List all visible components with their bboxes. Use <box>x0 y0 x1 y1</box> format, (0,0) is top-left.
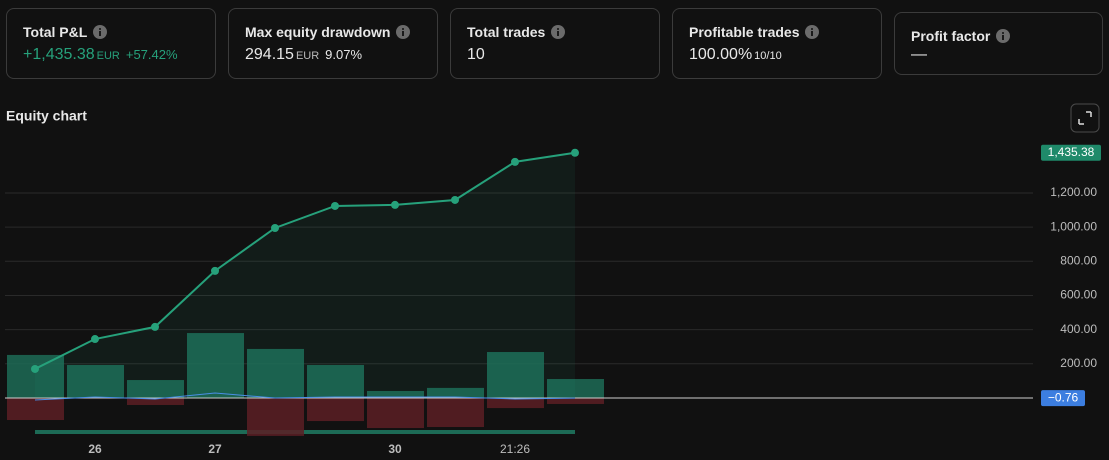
x-tick-label: 26 <box>88 442 102 456</box>
equity-point <box>91 335 99 344</box>
stat-change: 9.07% <box>325 47 363 62</box>
stat-value-row: 10 <box>467 46 643 64</box>
stat-label: Total trades <box>467 24 546 40</box>
stat-card: Profitable trades 100.00% 10/10 <box>672 8 882 79</box>
runup-bar <box>187 333 244 398</box>
runup-bar <box>427 387 484 398</box>
stat-value: 294.15 <box>245 46 294 63</box>
stat-label-row: Profit factor <box>911 28 1086 44</box>
runup-bar <box>307 365 364 398</box>
stat-label-row: Total P&L <box>23 24 199 40</box>
stat-unit: EUR <box>96 50 120 62</box>
stat-label-row: Total trades <box>467 24 643 40</box>
stat-value-row: 294.15 EUR 9.07% <box>245 46 421 64</box>
stat-value-row: — <box>911 46 1086 64</box>
runup-bar <box>127 380 184 398</box>
y-tick-label: 600.00 <box>1060 288 1097 302</box>
info-icon[interactable] <box>996 29 1011 43</box>
equity-point <box>331 201 339 210</box>
stat-label: Total P&L <box>23 24 88 40</box>
y-tick-label: 200.00 <box>1060 356 1097 370</box>
runup-bar <box>487 352 544 398</box>
drawdown-bar <box>7 397 64 421</box>
stat-label: Max equity drawdown <box>245 24 391 40</box>
equity-point <box>151 322 159 331</box>
stat-change: 10/10 <box>754 50 782 62</box>
stat-label: Profitable trades <box>689 24 800 40</box>
runup-bar <box>247 348 304 398</box>
info-icon[interactable] <box>93 25 108 39</box>
drawdown-bar <box>427 397 484 428</box>
y-tick-label: 800.00 <box>1060 253 1097 267</box>
x-tick-label: 30 <box>388 442 402 456</box>
stat-unit: EUR <box>295 50 320 62</box>
stat-card: Max equity drawdown 294.15 EUR 9.07% <box>228 8 438 79</box>
equity-point <box>451 195 459 204</box>
scrollbar[interactable] <box>35 430 575 434</box>
stat-label-row: Max equity drawdown <box>245 24 421 40</box>
x-tick-label: 27 <box>208 442 222 456</box>
stat-value-row: 100.00% 10/10 <box>689 46 865 64</box>
x-tick-label: 21:26 <box>500 442 530 456</box>
runup-bar <box>67 365 124 398</box>
runup-bar <box>7 354 64 398</box>
equity-point <box>211 266 219 275</box>
stat-label: Profit factor <box>911 28 991 44</box>
last-value-tag <box>1041 144 1101 161</box>
equity-point <box>271 223 279 232</box>
stat-card: Total trades 10 <box>450 8 660 79</box>
equity-point <box>391 200 399 209</box>
stat-value: — <box>911 46 927 63</box>
equity-point <box>511 157 519 166</box>
equity-point <box>31 364 39 373</box>
expand-button[interactable] <box>1070 103 1100 133</box>
drawdown-bar <box>487 397 544 409</box>
stat-value-row: +1,435.38 EUR +57.42% <box>23 46 199 64</box>
stat-card: Total P&L +1,435.38 EUR +57.42% <box>6 8 216 79</box>
runup-bar <box>367 390 424 398</box>
last-value-label: −0.76 <box>1048 390 1079 404</box>
drawdown-bar <box>307 397 364 422</box>
stat-value: 10 <box>467 46 485 63</box>
y-tick-label: 1,200.00 <box>1050 185 1097 199</box>
info-icon[interactable] <box>396 25 411 39</box>
equity-area <box>35 152 575 398</box>
chart-title: Equity chart <box>6 108 87 124</box>
last-value-label: 1,435.38 <box>1048 145 1095 159</box>
drawdown-bar <box>247 397 304 436</box>
drawdown-bar <box>367 397 424 429</box>
stat-change: +57.42% <box>125 47 178 62</box>
equity-point <box>571 148 579 157</box>
stat-value: +1,435.38 <box>23 46 95 63</box>
last-value-tag <box>1041 390 1085 407</box>
drawdown-bar <box>547 397 604 404</box>
stat-card: Profit factor — <box>894 12 1103 75</box>
series-line <box>34 392 576 401</box>
y-tick-label: 400.00 <box>1060 322 1097 336</box>
stat-label-row: Profitable trades <box>689 24 865 40</box>
series-line <box>34 151 576 370</box>
y-tick-label: 1,000.00 <box>1050 219 1097 233</box>
info-icon[interactable] <box>805 25 820 39</box>
drawdown-bar <box>127 397 184 405</box>
info-icon[interactable] <box>551 25 566 39</box>
stat-value: 100.00% <box>689 46 753 63</box>
runup-bar <box>547 379 604 398</box>
